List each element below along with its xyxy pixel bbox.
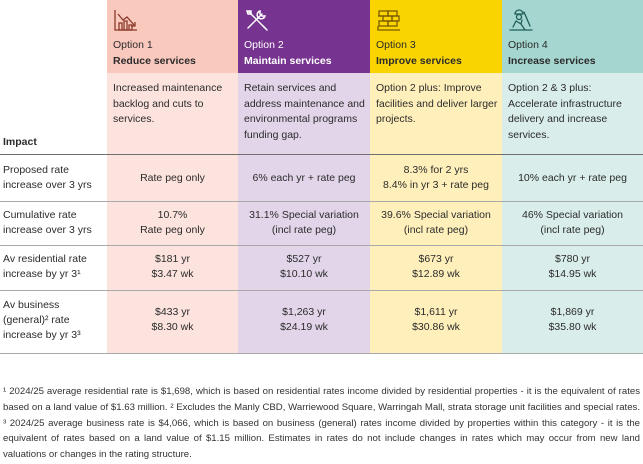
option-1-number: Option 1 <box>113 39 153 51</box>
option-1-description: Increased maintenance backlog and cuts t… <box>113 82 223 125</box>
option-4-number: Option 4 <box>508 39 548 51</box>
option-4-title: Increase services <box>508 55 596 67</box>
option-2-body <box>238 154 370 354</box>
footnote: ¹ 2024/25 average residential rate is $1… <box>3 386 640 461</box>
row-divider <box>0 353 643 354</box>
option-1-title: Reduce services <box>113 55 196 67</box>
rate-options-table: Option 1 Reduce services Increased maint… <box>0 0 643 354</box>
option-2-column: Option 2 Maintain services Retain servic… <box>238 0 370 354</box>
option-4-header: Option 4 Increase services <box>502 0 643 73</box>
option-3-title: Improve services <box>376 55 462 67</box>
construction-worker-icon <box>509 9 533 31</box>
option-3-number: Option 3 <box>376 39 416 51</box>
option-2-header: Option 2 Maintain services <box>238 0 370 73</box>
row-divider <box>0 154 643 155</box>
row-divider <box>0 245 643 246</box>
option-1-header: Option 1 Reduce services <box>107 0 238 73</box>
table-cell: 8.3% for 2 yrs 8.4% in yr 3 + rate peg <box>383 164 489 191</box>
table-cell: $1,869 yr $35.80 wk <box>548 306 597 333</box>
table-cell: $433 yr $8.30 wk <box>151 306 194 333</box>
row-label-proposed-rate: Proposed rate increase over 3 yrs <box>3 164 92 191</box>
option-2-description: Retain services and address maintenance … <box>244 82 365 141</box>
option-3-description-cell: Option 2 plus: Improve facilities and de… <box>370 73 502 154</box>
row-label-business-rate: Av business (general)² rate increase by … <box>3 299 81 341</box>
option-3-body <box>370 154 502 354</box>
option-3-column: Option 3 Improve services Option 2 plus:… <box>370 0 502 354</box>
option-4-column: Option 4 Increase services Option 2 & 3 … <box>502 0 643 354</box>
row-divider <box>0 201 643 202</box>
table-cell: $1,263 yr $24.19 wk <box>280 306 328 333</box>
option-2-description-cell: Retain services and address maintenance … <box>238 73 370 154</box>
option-4-description: Option 2 & 3 plus: Accelerate infrastruc… <box>508 82 622 141</box>
table-cell: 10% each yr + rate peg <box>518 172 627 184</box>
table-cell: $181 yr $3.47 wk <box>151 253 194 280</box>
table-cell: 31.1% Special variation (incl rate peg) <box>249 209 359 236</box>
table-cell: $1,611 yr $30.86 wk <box>412 306 460 333</box>
table-cell: $673 yr $12.89 wk <box>412 253 460 280</box>
row-divider <box>0 290 643 291</box>
option-3-header: Option 3 Improve services <box>370 0 502 73</box>
option-4-description-cell: Option 2 & 3 plus: Accelerate infrastruc… <box>502 73 643 154</box>
option-2-number: Option 2 <box>244 39 284 51</box>
option-2-title: Maintain services <box>244 55 332 67</box>
option-1-column: Option 1 Reduce services Increased maint… <box>107 0 238 354</box>
row-label-residential-rate: Av residential rate increase by yr 3¹ <box>3 253 87 280</box>
option-3-description: Option 2 plus: Improve facilities and de… <box>376 82 498 125</box>
table-cell: 6% each yr + rate peg <box>252 172 356 184</box>
bricks-icon <box>377 10 400 31</box>
table-cell: 39.6% Special variation (incl rate peg) <box>381 209 491 236</box>
impact-heading: Impact <box>3 136 37 148</box>
table-cell: 46% Special variation (incl rate peg) <box>522 209 623 236</box>
table-cell: $780 yr $14.95 wk <box>548 253 597 280</box>
tools-icon <box>245 9 268 31</box>
option-1-body <box>107 154 238 354</box>
option-1-description-cell: Increased maintenance backlog and cuts t… <box>107 73 238 154</box>
row-label-cumulative-rate: Cumulative rate increase over 3 yrs <box>3 209 92 236</box>
table-cell: 10.7% Rate peg only <box>140 209 205 236</box>
table-cell: $527 yr $10.10 wk <box>280 253 328 280</box>
falling-chart-icon <box>114 10 137 31</box>
table-cell: Rate peg only <box>140 172 205 184</box>
option-4-body <box>502 154 643 354</box>
